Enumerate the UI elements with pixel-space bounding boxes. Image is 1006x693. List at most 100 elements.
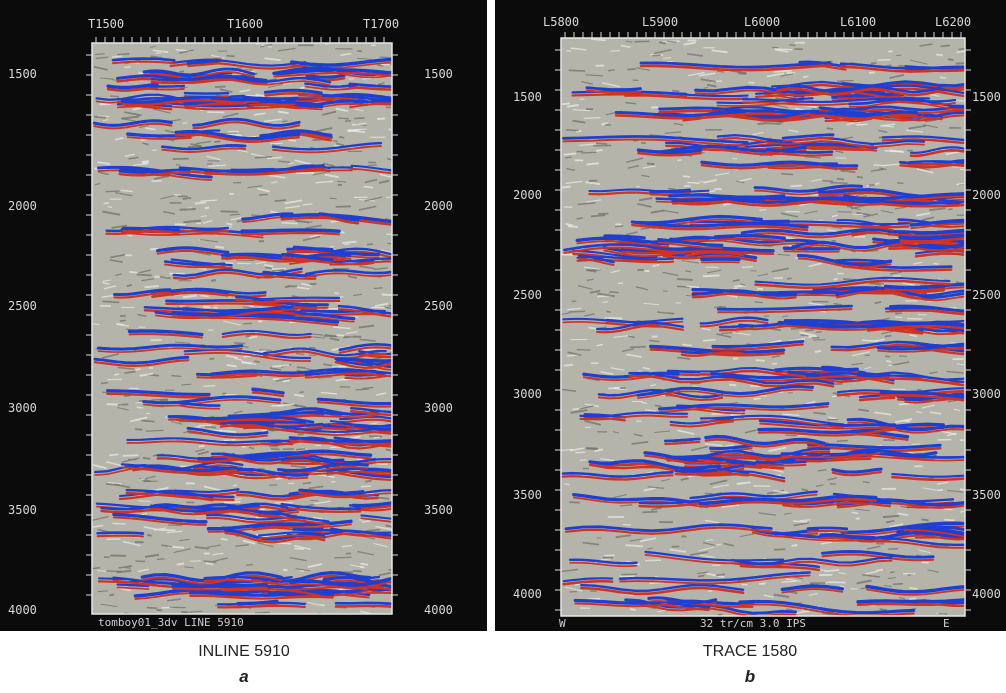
seismic-noise: [880, 210, 894, 214]
reflector-trough: [564, 526, 773, 535]
seismic-noise: [672, 89, 680, 93]
seismic-noise: [715, 573, 726, 577]
reflector-peak: [154, 308, 303, 317]
reflector-peak: [891, 473, 965, 478]
top-tick-label: L6000: [744, 15, 780, 29]
seismic-noise: [202, 220, 213, 224]
seismic-noise: [132, 163, 149, 167]
reflector-peak: [668, 193, 786, 199]
seismic-noise: [312, 171, 328, 176]
seismic-noise: [293, 393, 305, 398]
seismic-noise: [635, 286, 649, 291]
reflector-peak: [344, 371, 388, 377]
seismic-noise: [172, 157, 189, 161]
seismic-noise: [629, 538, 643, 542]
seismic-noise: [299, 570, 305, 572]
seismic-noise: [379, 173, 392, 178]
reflector-trough: [866, 588, 965, 596]
seismic-noise: [758, 512, 777, 516]
seismic-noise: [612, 431, 620, 434]
seismic-noise: [658, 41, 667, 45]
seismic-noise: [721, 504, 740, 508]
reflector-trough: [614, 112, 775, 120]
reflector-trough: [717, 470, 750, 477]
seismic-noise: [692, 385, 698, 387]
seismic-noise: [272, 364, 290, 368]
seismic-noise: [643, 302, 659, 306]
seismic-noise: [103, 119, 109, 122]
seismic-noise: [755, 359, 765, 362]
reflector-trough: [821, 553, 935, 562]
reflector-trough: [884, 286, 965, 292]
reflector-trough: [339, 418, 392, 424]
seismic-noise: [702, 274, 720, 278]
seismic-noise: [669, 548, 687, 553]
reflector-trough: [219, 424, 324, 432]
seismic-noise: [956, 182, 965, 186]
seismic-noise: [789, 44, 796, 47]
seismic-noise: [322, 162, 335, 167]
seismic-noise: [902, 282, 915, 287]
reflector-trough: [576, 240, 669, 248]
reflector-trough: [175, 470, 309, 480]
reflector-trough: [699, 319, 769, 328]
seismic-noise: [199, 239, 218, 243]
reflector-peak: [251, 387, 285, 395]
seismic-noise: [958, 47, 965, 51]
reflector-peak: [351, 501, 392, 508]
seismic-noise: [601, 122, 608, 126]
seismic-noise: [620, 44, 631, 49]
seismic-noise: [642, 165, 656, 169]
reflector-peak: [221, 329, 312, 336]
reflector-peak: [713, 234, 786, 240]
seismic-noise: [748, 81, 755, 84]
reflector-peak: [106, 389, 211, 396]
reflector-peak: [730, 556, 893, 565]
seismic-noise: [929, 411, 942, 415]
reflector-peak: [663, 437, 701, 443]
seismic-noise: [300, 282, 312, 287]
seismic-noise: [739, 533, 754, 538]
reflector-trough: [184, 101, 323, 111]
seismic-noise: [813, 411, 826, 416]
seismic-noise: [936, 53, 944, 57]
seismic-noise: [100, 77, 114, 80]
seismic-noise: [381, 293, 392, 297]
reflector-trough: [221, 332, 312, 339]
minor-ticks-side: [86, 54, 398, 596]
seismic-noise: [152, 108, 171, 114]
reflector-peak: [898, 233, 965, 240]
reflector-peak: [716, 304, 853, 311]
seismic-noise: [916, 212, 931, 217]
seismic-noise: [956, 50, 965, 54]
seismic-noise: [97, 590, 109, 593]
seismic-noise: [724, 444, 734, 448]
seismic-noise: [856, 579, 872, 585]
reflector-peak: [334, 601, 392, 606]
reflector-peak: [329, 257, 392, 263]
reflector-peak: [781, 133, 835, 140]
seismic-noise: [774, 48, 789, 53]
seismic-noise: [103, 285, 117, 290]
seismic-noise: [827, 477, 837, 481]
seismic-noise: [368, 495, 376, 498]
reflector-trough: [718, 327, 754, 332]
reflector-peak: [754, 276, 951, 286]
seismic-noise: [947, 58, 954, 62]
reflector-trough: [317, 401, 392, 408]
reflector-trough: [112, 516, 207, 526]
reflector-trough: [146, 87, 185, 91]
seismic-noise: [785, 578, 801, 583]
seismic-noise: [667, 187, 676, 191]
seismic-noise: [766, 72, 785, 78]
seismic-noise: [623, 523, 631, 526]
seismic-noise: [152, 49, 169, 54]
seismic-noise: [625, 544, 644, 548]
seismic-panel-trace: L5800 L5900 L6000 L6100 L6200 1500 2000 …: [495, 0, 1006, 631]
reflector-peak: [349, 406, 392, 414]
seismic-noise: [868, 183, 875, 187]
reflector-peak: [649, 188, 691, 194]
seismic-noise: [272, 267, 286, 271]
reflector-peak: [175, 415, 315, 424]
seismic-noise: [696, 571, 709, 575]
